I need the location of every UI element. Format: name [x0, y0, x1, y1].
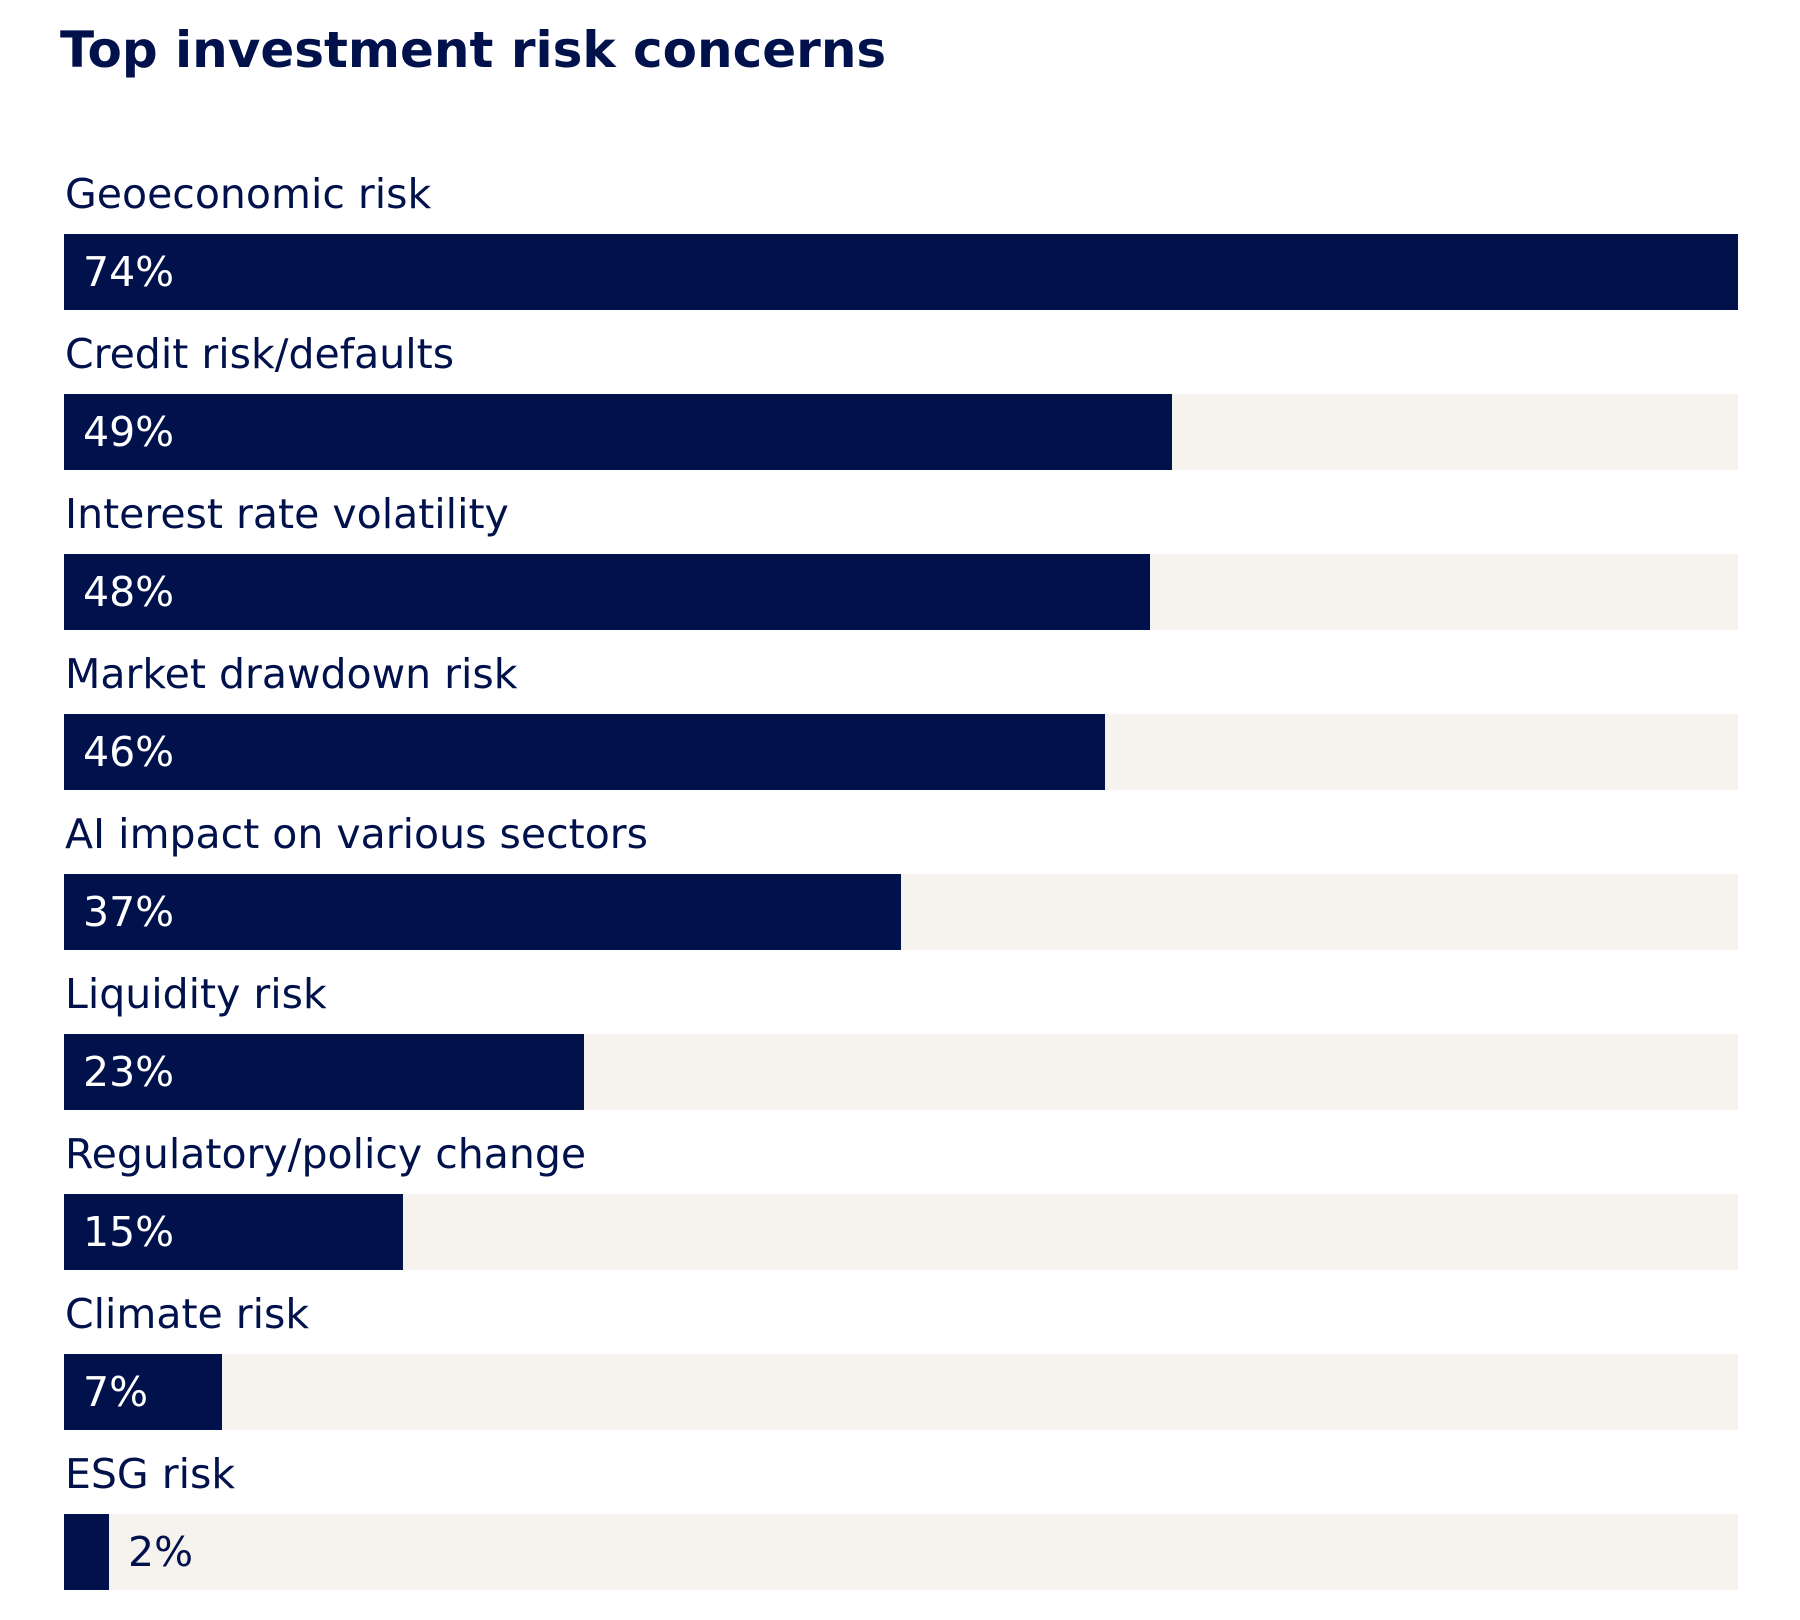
bar — [64, 554, 1150, 630]
category-label: Climate risk — [65, 1290, 310, 1338]
category-label: Geoeconomic risk — [65, 170, 432, 218]
bar — [64, 1514, 109, 1590]
category-label: Regulatory/policy change — [65, 1130, 587, 1178]
category-label: Market drawdown risk — [65, 650, 518, 698]
value-label: 49% — [83, 408, 175, 456]
value-label: 37% — [83, 888, 175, 936]
bar — [64, 874, 901, 950]
bar-track: 74% — [64, 234, 1738, 310]
value-label: 7% — [83, 1368, 149, 1416]
bar-row: Climate risk 7% — [64, 1288, 1738, 1438]
value-label: 2% — [128, 1528, 194, 1576]
bar-track: 2% — [64, 1514, 1738, 1590]
bar-row: Regulatory/policy change 15% — [64, 1128, 1738, 1278]
value-label: 48% — [83, 568, 175, 616]
bar-row: ESG risk 2% — [64, 1448, 1738, 1598]
category-label: Interest rate volatility — [65, 490, 509, 538]
bar-row: Market drawdown risk 46% — [64, 648, 1738, 798]
value-label: 46% — [83, 728, 175, 776]
chart-title: Top investment risk concerns — [60, 21, 887, 79]
bar-row: AI impact on various sectors 37% — [64, 808, 1738, 958]
value-label: 74% — [83, 248, 175, 296]
category-label: Credit risk/defaults — [65, 330, 455, 378]
bar-track: 7% — [64, 1354, 1738, 1430]
bar-row: Liquidity risk 23% — [64, 968, 1738, 1118]
bar — [64, 234, 1738, 310]
bar-row: Credit risk/defaults 49% — [64, 328, 1738, 478]
category-label: Liquidity risk — [65, 970, 327, 1018]
bar — [64, 1194, 403, 1270]
category-label: AI impact on various sectors — [65, 810, 649, 858]
bar-track: 37% — [64, 874, 1738, 950]
bar-row: Interest rate volatility 48% — [64, 488, 1738, 638]
category-label: ESG risk — [65, 1450, 236, 1498]
value-label: 23% — [83, 1048, 175, 1096]
bar-track: 15% — [64, 1194, 1738, 1270]
bar-row: Geoeconomic risk 74% — [64, 168, 1738, 318]
bar — [64, 714, 1105, 790]
bar-track: 49% — [64, 394, 1738, 470]
bar-track: 48% — [64, 554, 1738, 630]
bar-track: 46% — [64, 714, 1738, 790]
bar — [64, 1034, 584, 1110]
bar-track: 23% — [64, 1034, 1738, 1110]
value-label: 15% — [83, 1208, 175, 1256]
bar — [64, 394, 1172, 470]
bar — [64, 1354, 222, 1430]
